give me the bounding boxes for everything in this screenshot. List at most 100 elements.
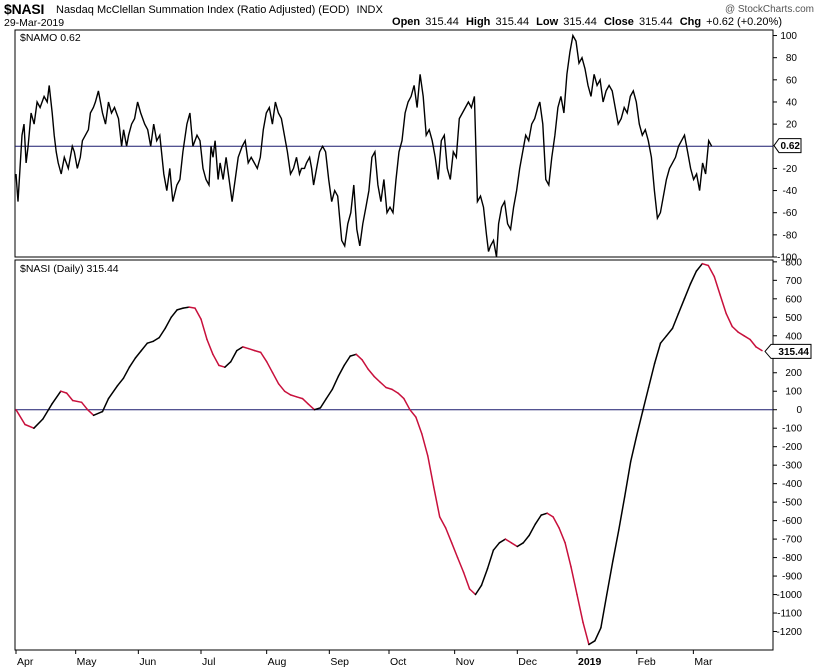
- namo-last-badge-shape: [773, 138, 802, 154]
- open-value: 315.44: [425, 16, 459, 28]
- nasi-y-tick-label: -1200: [776, 627, 802, 638]
- nasi-segment: [65, 392, 74, 402]
- nasi-segment: [719, 294, 727, 315]
- chg-label: Chg: [679, 16, 702, 28]
- nasi-segment: [307, 403, 316, 411]
- nasi-segment: [60, 390, 68, 394]
- nasi-segment: [33, 418, 44, 429]
- nasi-y-tick-label: -600: [782, 516, 802, 527]
- nasi-segment: [737, 331, 745, 337]
- nasi-segment: [379, 381, 387, 389]
- nasi-y-tick-label: 0: [796, 405, 802, 416]
- nasi-segment: [516, 542, 525, 548]
- nasi-segment: [319, 397, 328, 409]
- nasi-panel-border: [14, 259, 774, 651]
- nasi-segment: [749, 338, 757, 348]
- nasi-segment: [301, 397, 310, 405]
- nasi-segment: [182, 306, 190, 309]
- nasi-segment: [635, 410, 644, 437]
- nasi-y-tick-label: 100: [785, 387, 802, 398]
- nasi-segment: [194, 307, 202, 320]
- nasi-segment: [92, 410, 104, 417]
- nasi-segment: [289, 394, 298, 398]
- nasi-segment: [230, 349, 238, 363]
- exchange-tag: INDX: [356, 4, 383, 16]
- nasi-y-tick-label: -500: [782, 498, 802, 509]
- nasi-segment: [438, 516, 447, 529]
- namo-panel: 100 80 60 40 20 -20 -40 -60 -80 -100 $NAMO 0.62 0…: [14, 29, 802, 264]
- nasi-segment: [218, 364, 226, 368]
- low-label: Low: [536, 16, 559, 28]
- nasi-y-tick-label: -900: [782, 572, 802, 583]
- index-name: Nasdaq McClellan Summation Index (Ratio …: [56, 4, 383, 16]
- nasi-segment: [242, 346, 250, 350]
- nasi-y-tick-label: -1100: [777, 609, 802, 620]
- nasi-segment: [421, 432, 429, 457]
- nasi-segment: [444, 527, 453, 544]
- nasi-segment: [313, 407, 322, 411]
- stockcharts-watermark[interactable]: @ StockCharts.com: [724, 4, 814, 15]
- nasi-panel: 8007006005004003002001000-100-200-300-40…: [14, 257, 812, 668]
- nasi-segment: [397, 392, 405, 400]
- nasi-segment: [188, 306, 196, 309]
- nasi-segment: [594, 627, 602, 642]
- nasi-y-tick-label: 500: [785, 313, 802, 324]
- nasi-segment: [212, 353, 220, 367]
- nasi-segment: [695, 262, 704, 272]
- namo-y-tick-label: -80: [783, 230, 798, 241]
- nasi-y-ticks: 8007006005004003002001000-100-200-300-40…: [773, 257, 802, 638]
- nasi-y-tick-label: 200: [785, 368, 802, 379]
- x-tick-label: Oct: [390, 656, 406, 668]
- nasi-segment: [146, 340, 155, 344]
- nasi-segment: [24, 423, 35, 429]
- nasi-segment: [164, 316, 172, 330]
- nasi-segment: [659, 335, 668, 344]
- x-tick-label: Aug: [268, 656, 287, 668]
- nasi-segment: [265, 360, 274, 374]
- nasi-y-tick-label: -1000: [776, 590, 802, 601]
- nasi-y-tick-label: -700: [782, 535, 802, 546]
- nasi-segment: [701, 262, 710, 267]
- nasi-segment: [582, 621, 590, 646]
- nasi-y-tick-label: 800: [785, 257, 802, 268]
- nasi-segment: [101, 397, 110, 413]
- nasi-segment: [606, 560, 614, 596]
- nasi-segment: [641, 386, 650, 413]
- x-tick-label: 2019: [578, 656, 602, 668]
- nasi-segment: [295, 396, 304, 400]
- nasi-segment: [116, 377, 125, 387]
- close-label: Close: [603, 16, 634, 28]
- nasi-y-tick-label: 400: [785, 331, 802, 342]
- nasi-segment: [415, 416, 423, 435]
- nasi-segment: [522, 534, 530, 544]
- nasi-y-tick-label: 600: [785, 294, 802, 305]
- nasi-segment: [140, 342, 149, 352]
- nasi-segment: [456, 556, 465, 574]
- nasi-segment: [409, 408, 417, 418]
- nasi-segment: [355, 353, 363, 361]
- nasi-segment: [474, 584, 483, 596]
- nasi-segment: [618, 495, 626, 531]
- nasi-segment: [391, 388, 399, 394]
- nasi-series-line: [15, 262, 763, 646]
- nasi-segment: [629, 434, 638, 463]
- namo-y-tick-label: 100: [780, 31, 797, 42]
- nasi-segment: [677, 298, 686, 315]
- low-value: 315.44: [563, 16, 597, 28]
- namo-y-tick-label: -40: [783, 186, 798, 197]
- nasi-segment: [224, 360, 232, 368]
- nasi-segment: [107, 384, 119, 400]
- nasi-segment: [731, 325, 739, 333]
- nasi-segment: [486, 549, 495, 570]
- nasi-last-value: 315.44: [778, 347, 809, 358]
- namo-y-tick-label: 20: [786, 120, 798, 131]
- nasi-segment: [367, 368, 375, 378]
- nasi-segment: [433, 486, 441, 518]
- nasi-segment: [683, 283, 692, 300]
- nasi-segment: [325, 388, 334, 400]
- namo-y-tick-label: 40: [786, 97, 798, 108]
- nasi-segment: [248, 347, 256, 352]
- nasi-segment: [689, 270, 698, 285]
- nasi-segment: [552, 516, 560, 529]
